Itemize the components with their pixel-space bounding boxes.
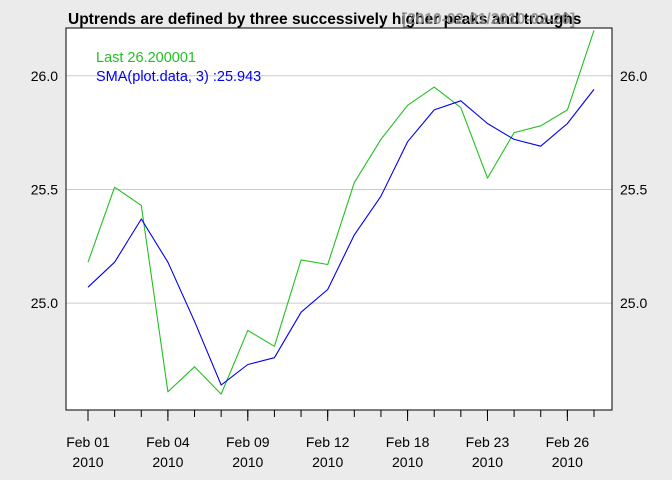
x-tick-year: 2010 bbox=[152, 454, 183, 470]
legend-entry-1: Last 26.200001 bbox=[96, 50, 196, 66]
x-tick-label: Feb 09 bbox=[226, 434, 270, 450]
x-tick-label: Feb 26 bbox=[546, 434, 590, 450]
y-tick-label-right: 25.5 bbox=[620, 181, 647, 197]
plot-area bbox=[66, 28, 612, 410]
x-tick-year: 2010 bbox=[392, 454, 423, 470]
x-tick-label: Feb 12 bbox=[306, 434, 350, 450]
x-tick-year: 2010 bbox=[552, 454, 583, 470]
y-tick-label-left: 25.0 bbox=[31, 295, 58, 311]
grid-layer bbox=[66, 75, 612, 304]
legend: Last 26.200001 SMA(plot.data, 3) :25.943 bbox=[96, 50, 261, 85]
x-tick-label: Feb 01 bbox=[66, 434, 110, 450]
plot-frame bbox=[65, 27, 613, 411]
series-layer bbox=[87, 30, 595, 395]
y-tick-label-left: 26.0 bbox=[31, 68, 58, 84]
y-tick-label-right: 26.0 bbox=[620, 68, 647, 84]
y-axis: 25.0 25.0 25.5 25.5 26.0 26.0 bbox=[31, 68, 648, 311]
series-line-2 bbox=[87, 89, 595, 386]
x-tick-label: Feb 18 bbox=[386, 434, 430, 450]
x-tick-label: Feb 23 bbox=[466, 434, 510, 450]
y-tick-label-left: 25.5 bbox=[31, 181, 58, 197]
x-tick-year: 2010 bbox=[232, 454, 263, 470]
x-tick-label: Feb 04 bbox=[146, 434, 190, 450]
legend-entry-2: SMA(plot.data, 3) :25.943 bbox=[96, 69, 261, 85]
x-tick-year: 2010 bbox=[312, 454, 343, 470]
date-range-label: [2010-02-01/2010-02-26] bbox=[402, 11, 575, 28]
series-line-1 bbox=[87, 30, 595, 395]
x-tick-year: 2010 bbox=[472, 454, 503, 470]
y-tick-label-right: 25.0 bbox=[620, 295, 647, 311]
x-axis: Feb 01 2010 Feb 04 2010 Feb 09 2010 Feb 12 2010… bbox=[66, 410, 595, 470]
chart-title: Uptrends are defined by three successive… bbox=[68, 11, 581, 28]
x-tick-year: 2010 bbox=[72, 454, 103, 470]
